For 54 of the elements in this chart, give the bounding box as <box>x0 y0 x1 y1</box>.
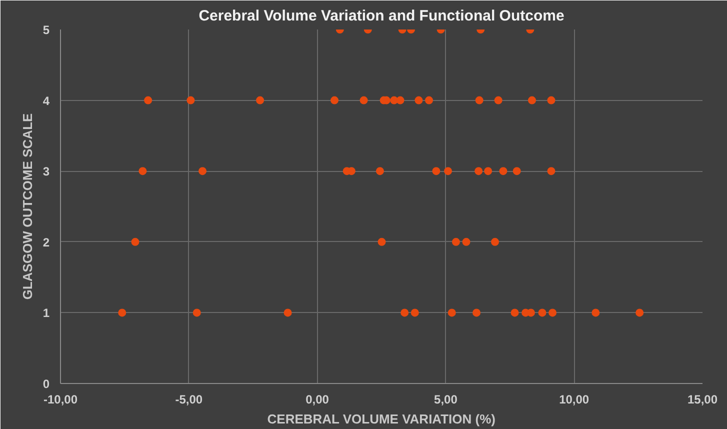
x-tick-label: 5,00 <box>434 392 458 406</box>
point <box>538 308 546 317</box>
point <box>144 96 152 104</box>
y-axis-title: GLASGOW OUTCOME SCALE <box>20 113 35 300</box>
point <box>452 238 460 246</box>
point <box>472 308 481 317</box>
point <box>330 96 339 104</box>
point <box>118 308 126 317</box>
y-tick-label: 2 <box>42 235 50 250</box>
point <box>494 96 502 104</box>
point <box>256 96 264 104</box>
point <box>510 308 519 317</box>
point <box>432 167 440 176</box>
point <box>484 167 492 176</box>
y-tick-label: 0 <box>42 377 50 391</box>
point <box>592 308 600 317</box>
point <box>548 308 557 317</box>
point <box>186 96 195 104</box>
point <box>547 96 556 104</box>
point <box>360 96 368 104</box>
point <box>499 167 508 176</box>
y-tick-label: 1 <box>42 306 50 320</box>
y-tick-label: 4 <box>42 94 50 108</box>
x-tick-label: 0,00 <box>306 392 330 406</box>
y-tick-label: 3 <box>42 164 50 179</box>
x-tick-label: 10,00 <box>559 392 590 406</box>
x-tick-label: 15,00 <box>687 392 718 406</box>
point <box>414 96 423 104</box>
point <box>192 308 201 317</box>
point <box>284 308 292 317</box>
point <box>491 238 500 246</box>
point <box>198 167 207 176</box>
point <box>636 308 644 317</box>
point <box>138 167 147 176</box>
point <box>528 96 536 104</box>
point <box>512 167 521 176</box>
chart-title: Cerebral Volume Variation and Functional Outcome <box>198 8 564 24</box>
point <box>396 96 404 104</box>
x-axis-title: CEREBRAL VOLUME VARIATION (%) <box>267 412 496 426</box>
point <box>425 96 434 104</box>
y-tick-label: 5 <box>42 23 50 37</box>
point <box>462 238 470 246</box>
x-tick-label: -10,00 <box>43 392 78 406</box>
point <box>475 96 484 104</box>
point <box>400 308 409 317</box>
point <box>131 238 140 246</box>
point <box>410 308 419 317</box>
x-tick-label: -5,00 <box>175 392 203 406</box>
point <box>378 238 386 246</box>
point <box>474 167 483 176</box>
point <box>448 308 456 317</box>
point <box>376 167 384 176</box>
point <box>547 167 556 176</box>
point <box>444 167 452 176</box>
